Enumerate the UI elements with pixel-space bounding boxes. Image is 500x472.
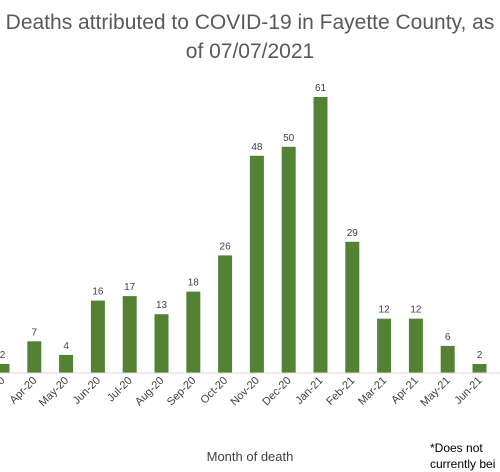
data-label-sep-20: 18 xyxy=(188,278,200,289)
bar-nov-20 xyxy=(249,155,264,373)
x-tick-label-aug-20: Aug-20 xyxy=(133,375,167,409)
bar-apr-20 xyxy=(27,341,42,373)
bars-layer xyxy=(0,97,487,373)
data-label-jan-21: 61 xyxy=(315,83,327,94)
data-label-jun-20: 16 xyxy=(92,287,104,298)
bar-jul-20 xyxy=(122,296,137,373)
x-tick-label-mar-20: 0 xyxy=(0,375,8,388)
x-tick-label-jan-21: Jan-21 xyxy=(293,375,325,407)
data-label-apr-20: 7 xyxy=(32,327,38,338)
bar-mar-20 xyxy=(0,364,10,373)
data-label-may-20: 4 xyxy=(63,341,69,352)
x-tick-label-apr-20: Apr-20 xyxy=(8,375,40,407)
bar-apr-21 xyxy=(408,318,423,373)
bar-aug-20 xyxy=(154,314,169,373)
x-tick-label-may-21: May-21 xyxy=(418,375,452,409)
x-tick-label-jun-21: Jun-21 xyxy=(452,375,484,407)
bar-mar-21 xyxy=(377,318,392,373)
x-tick-label-may-20: May-20 xyxy=(37,375,71,409)
data-label-apr-21: 12 xyxy=(410,305,422,316)
chart-title: Deaths attributed to COVID-19 in Fayette… xyxy=(5,11,495,63)
x-tick-label-jun-20: Jun-20 xyxy=(71,375,103,407)
bar-jun-21 xyxy=(472,364,487,373)
x-tick-label-feb-21: Feb-21 xyxy=(324,375,357,408)
bar-feb-21 xyxy=(345,241,360,373)
data-labels-layer: 2 7 4 16 17 13 18 26 48 50 61 29 12 12 6 2 xyxy=(0,83,483,361)
x-tick-label-mar-21: Mar-21 xyxy=(356,375,389,408)
bar-dec-20 xyxy=(281,146,296,373)
data-label-oct-20: 26 xyxy=(220,241,232,252)
x-tick-label-jul-21: Jul xyxy=(498,375,500,393)
data-label-may-21: 6 xyxy=(445,332,451,343)
x-tick-label-jul-20: Jul-20 xyxy=(105,375,135,405)
x-tick-label-dec-20: Dec-20 xyxy=(260,375,294,409)
bar-jun-20 xyxy=(90,300,105,373)
bar-jan-21 xyxy=(313,97,328,373)
bar-oct-20 xyxy=(218,255,233,373)
data-label-nov-20: 48 xyxy=(251,142,263,153)
bar-sep-20 xyxy=(186,291,201,373)
data-label-jul-20: 17 xyxy=(124,282,136,293)
x-tick-label-oct-20: Oct-20 xyxy=(198,375,230,407)
data-label-feb-21: 29 xyxy=(347,228,359,239)
data-label-dec-20: 50 xyxy=(283,133,295,144)
x-axis-title: Month of death xyxy=(206,449,294,464)
data-label-mar-20: 2 xyxy=(0,350,6,361)
x-tick-label-sep-20: Sep-20 xyxy=(165,375,199,409)
data-label-jun-21: 2 xyxy=(477,350,483,361)
bar-may-20 xyxy=(59,354,74,373)
x-tick-label-apr-21: Apr-21 xyxy=(389,375,421,407)
data-label-mar-21: 12 xyxy=(379,305,391,316)
footnote: *Does not currently bei xyxy=(430,441,496,471)
data-label-aug-20: 13 xyxy=(156,300,168,311)
bar-may-21 xyxy=(440,345,455,373)
x-tick-label-nov-20: Nov-20 xyxy=(228,375,262,409)
